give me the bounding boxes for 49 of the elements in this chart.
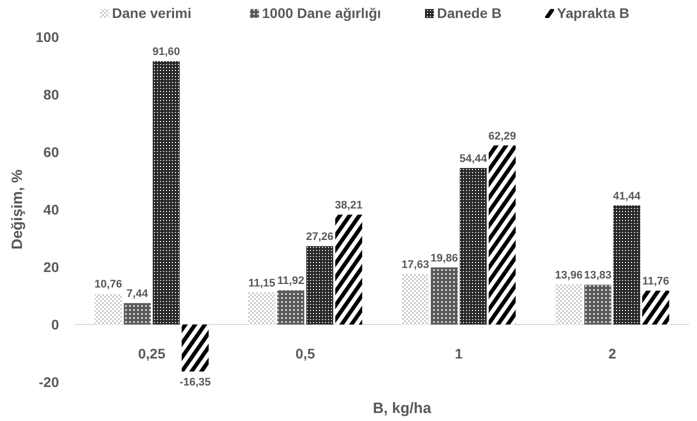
legend-label: Dane verimi (112, 5, 192, 21)
y-tick-label: 20 (43, 259, 60, 275)
legend-label: Yaprakta B (557, 5, 630, 21)
bar (306, 246, 334, 324)
data-label: 91,60 (152, 46, 180, 58)
bar (182, 324, 209, 372)
bar (124, 303, 151, 324)
x-axis-title: B, kg/ha (372, 400, 432, 417)
data-label: 7,44 (126, 288, 149, 300)
bar (488, 145, 516, 324)
bar (584, 284, 612, 324)
x-tick-label: 1 (454, 346, 463, 362)
legend-label: Danede B (437, 5, 502, 21)
data-label: 17,63 (402, 258, 430, 271)
bar (430, 267, 458, 324)
y-tick-label: 40 (43, 202, 60, 218)
y-axis-title: Değişim, % (9, 169, 26, 250)
bar (613, 205, 640, 324)
bar (460, 168, 487, 324)
bar (248, 292, 276, 324)
data-label: 54,44 (459, 152, 488, 165)
data-label: 11,15 (248, 277, 276, 290)
bar (335, 214, 362, 324)
y-tick-label: -20 (38, 374, 60, 390)
bar (277, 290, 304, 324)
y-tick-label: 0 (51, 316, 60, 332)
bar (402, 274, 429, 324)
bar (642, 290, 670, 324)
data-label: 11,92 (277, 275, 304, 288)
data-label: 41,44 (612, 190, 642, 202)
data-label: 38,21 (334, 200, 362, 212)
data-label: 10,76 (94, 278, 122, 291)
bar (94, 294, 122, 324)
x-tick-label: 0,5 (296, 346, 316, 362)
data-label: 11,76 (642, 276, 670, 288)
data-label: 13,83 (584, 270, 612, 282)
data-label: 19,86 (430, 252, 458, 264)
data-label: 62,29 (488, 130, 516, 142)
data-label: -16,35 (180, 376, 211, 389)
bar (555, 284, 582, 324)
y-tick-label: 100 (36, 29, 60, 45)
y-tick-label: 80 (43, 86, 60, 102)
legend-label: 1000 Dane ağırlığı (262, 5, 382, 21)
y-tick-label: 60 (43, 144, 60, 160)
bar (152, 61, 180, 324)
data-label: 27,26 (306, 231, 334, 244)
x-tick-label: 0,25 (138, 346, 166, 362)
data-label: 13,96 (555, 269, 583, 282)
x-tick-label: 2 (608, 346, 616, 362)
